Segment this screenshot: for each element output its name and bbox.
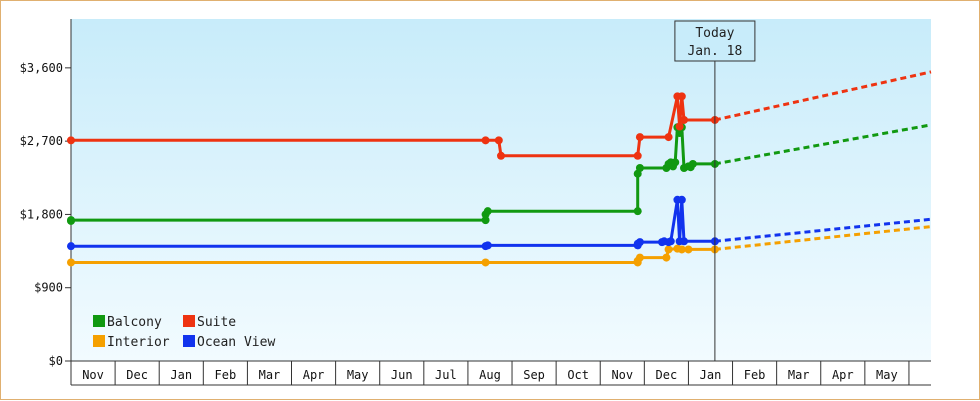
data-point (497, 151, 505, 160)
series-projection-line (714, 225, 932, 251)
x-tick-label: Jun (391, 368, 413, 382)
today-callout-line1: Today (695, 26, 734, 41)
today-callout-line2: Jan. 18 (687, 44, 742, 59)
x-tick-label: Mar (788, 368, 810, 382)
data-point (67, 258, 75, 267)
legend-swatch (183, 315, 195, 327)
data-point (664, 245, 673, 254)
legend-label: Balcony (107, 315, 162, 330)
legend-label: Ocean View (197, 335, 275, 350)
data-point (483, 207, 492, 216)
data-point (635, 133, 644, 142)
data-point (664, 133, 673, 142)
data-point (494, 136, 503, 145)
data-point (677, 195, 686, 204)
data-point (483, 241, 492, 250)
data-point (481, 216, 490, 225)
legend-label: Suite (197, 315, 236, 330)
x-tick-label: Dec (656, 368, 678, 382)
data-point (684, 245, 693, 254)
data-point (67, 242, 75, 251)
data-point (680, 115, 689, 124)
x-tick-label: May (876, 368, 898, 382)
y-tick-label: $1,800 (20, 207, 63, 221)
legend-swatch (93, 335, 105, 347)
x-tick-label: Jul (435, 368, 457, 382)
y-tick-label: $900 (34, 281, 63, 295)
x-tick-label: Feb (215, 368, 237, 382)
legend-swatch (183, 335, 195, 347)
x-tick-label: Mar (259, 368, 281, 382)
plot-background (71, 19, 931, 361)
series-interior (67, 225, 932, 267)
series-balcony (67, 123, 932, 225)
x-tick-label: Dec (126, 368, 148, 382)
data-point (662, 253, 671, 262)
series-projection-line (714, 70, 932, 122)
data-point (67, 216, 75, 225)
data-point (675, 122, 684, 131)
data-point (680, 237, 689, 246)
data-point (481, 136, 490, 145)
x-tick-label: May (347, 368, 369, 382)
data-point (677, 245, 686, 254)
series-ocean-view (67, 195, 932, 251)
data-point (635, 253, 644, 262)
x-tick-label: Apr (832, 368, 854, 382)
data-point (67, 136, 75, 145)
x-tick-label: Oct (567, 368, 589, 382)
x-tick-label: Nov (82, 368, 104, 382)
series-suite (67, 70, 932, 160)
legend-swatch (93, 315, 105, 327)
x-tick-label: Jan (700, 368, 722, 382)
data-point (666, 237, 675, 246)
x-tick-label: Aug (479, 368, 501, 382)
y-tick-label: $3,600 (20, 61, 63, 75)
x-tick-label: Jan (170, 368, 192, 382)
legend-item-ocean-view: Ocean View (183, 335, 275, 350)
data-point (633, 151, 642, 160)
data-point (635, 164, 644, 173)
series-projection-line (714, 217, 932, 243)
series-projection-line (714, 123, 932, 166)
data-point (688, 159, 697, 168)
legend-item-balcony: Balcony (93, 315, 162, 330)
data-point (481, 258, 490, 267)
today-callout-box (674, 20, 756, 62)
data-point (677, 92, 686, 101)
data-point (635, 238, 644, 247)
y-tick-label: $2,700 (20, 134, 63, 148)
legend-item-suite: Suite (183, 315, 236, 330)
y-tick-label: $0 (49, 354, 63, 368)
x-tick-label: Sep (523, 368, 545, 382)
data-point (633, 207, 642, 216)
legend-item-interior: Interior (93, 335, 170, 350)
x-tick-label: Feb (744, 368, 766, 382)
x-tick-label: Apr (303, 368, 325, 382)
x-tick-label: Nov (611, 368, 633, 382)
data-point (671, 158, 680, 167)
legend-label: Interior (107, 335, 170, 350)
